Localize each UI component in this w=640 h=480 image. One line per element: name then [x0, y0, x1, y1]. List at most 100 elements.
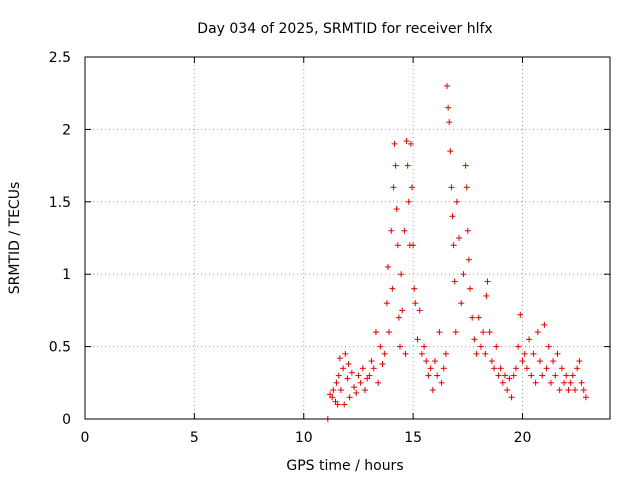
data-point [576, 358, 583, 365]
data-point [502, 372, 508, 379]
data-point [440, 365, 447, 372]
data-point [362, 387, 368, 394]
data-point [469, 314, 476, 321]
data-point [449, 213, 456, 220]
data-point [528, 372, 535, 379]
data-point [580, 387, 587, 394]
data-point [515, 343, 522, 350]
data-point [357, 379, 364, 386]
data-point [393, 206, 400, 213]
data-point [473, 350, 480, 357]
data-point [554, 350, 561, 357]
data-point [471, 336, 478, 343]
data-point [397, 343, 403, 350]
data-point [409, 184, 416, 191]
data-point [336, 355, 343, 362]
data-point [390, 184, 397, 191]
data-point [460, 271, 467, 278]
data-point [345, 360, 352, 367]
y-tick-label: 1 [62, 267, 71, 283]
x-tick-label: 15 [404, 430, 422, 446]
data-point [519, 358, 526, 365]
data-point [383, 300, 390, 307]
data-point [537, 358, 543, 365]
data-point [510, 372, 517, 379]
data-point [436, 329, 443, 336]
data-point [497, 365, 504, 372]
data-point [442, 350, 449, 357]
data-point [445, 104, 452, 111]
data-point [429, 387, 436, 394]
data-point [539, 372, 546, 379]
data-point [512, 365, 519, 372]
data-point [561, 379, 568, 386]
data-point [532, 379, 539, 386]
chart-title: Day 034 of 2025, SRMTID for receiver hlf… [197, 21, 492, 37]
data-point [351, 384, 358, 391]
data-point [404, 162, 411, 169]
data-point [452, 329, 459, 336]
data-point [412, 300, 419, 307]
data-point [550, 358, 557, 365]
x-tick-label: 10 [295, 430, 313, 446]
y-axis-ticks: 0 0.5 1 1.5 2 2.5 [49, 50, 610, 428]
data-point [506, 375, 513, 382]
data-point [456, 235, 463, 241]
data-point [521, 350, 528, 357]
y-tick-label: 1.5 [49, 195, 71, 211]
data-point [388, 227, 395, 234]
data-point [384, 263, 391, 270]
data-point [446, 119, 453, 126]
data-point [458, 300, 465, 307]
data-point [421, 343, 428, 350]
data-point [508, 394, 515, 401]
data-point [372, 329, 379, 336]
data-point [530, 350, 537, 357]
data-point [578, 379, 585, 386]
x-axis-ticks: 0 5 10 15 20 [81, 57, 532, 446]
data-point [389, 285, 396, 292]
data-point [582, 394, 589, 401]
data-point [438, 379, 445, 386]
data-point [567, 379, 574, 386]
data-point [556, 387, 563, 394]
x-axis-title: GPS time / hours [286, 458, 403, 474]
data-point [464, 227, 471, 234]
data-point [534, 329, 541, 336]
data-point [558, 365, 565, 372]
data-point [394, 242, 401, 249]
data-point [451, 278, 458, 285]
data-point [477, 343, 484, 350]
plot-frame [84, 56, 611, 420]
data-point [411, 285, 418, 292]
data-points [324, 82, 589, 422]
x-tick-label: 5 [190, 430, 199, 446]
data-point [342, 350, 349, 357]
data-point [569, 372, 576, 379]
data-point [462, 162, 469, 169]
y-tick-label: 0.5 [49, 340, 71, 356]
data-point [563, 372, 570, 379]
data-point [499, 379, 506, 386]
data-point [545, 343, 552, 350]
data-point [391, 140, 398, 147]
data-point [398, 271, 405, 278]
data-point [504, 387, 511, 394]
x-tick-label: 20 [514, 430, 532, 446]
data-point [447, 148, 454, 155]
data-point [432, 358, 438, 365]
data-point [574, 365, 581, 372]
data-point [341, 401, 348, 408]
data-point [475, 314, 482, 321]
data-point [395, 314, 402, 321]
data-point [552, 372, 559, 379]
data-point [543, 365, 550, 372]
data-point [483, 292, 490, 299]
data-point [330, 387, 337, 394]
data-point [463, 184, 470, 191]
y-tick-label: 2.5 [49, 50, 71, 66]
data-point [450, 242, 457, 249]
data-point [416, 307, 423, 314]
data-point [448, 184, 455, 191]
